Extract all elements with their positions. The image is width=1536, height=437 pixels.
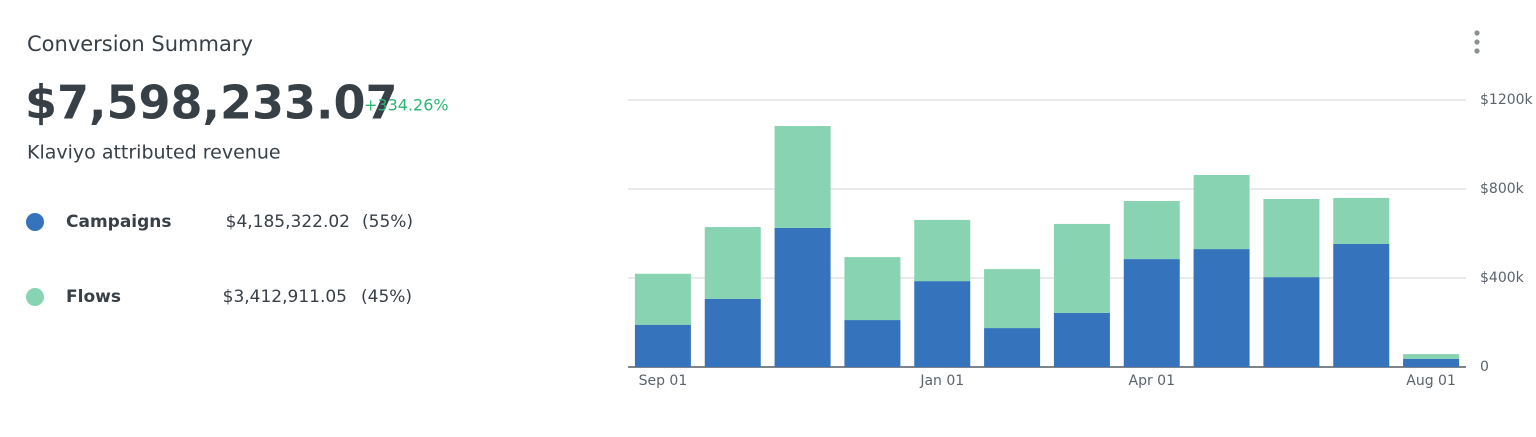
x-tick-label: Jan 01 [919, 373, 964, 389]
change-percent: +334.26% [364, 96, 449, 115]
bar-segment [774, 227, 831, 367]
legend-amount: $4,185,322.02 [226, 212, 350, 232]
x-tick-label: Aug 01 [1406, 373, 1456, 389]
bar-segment [634, 273, 691, 325]
bar-segment [1123, 201, 1180, 260]
bar-segment [704, 227, 761, 299]
bar-segment [1193, 249, 1250, 367]
bar-segment [844, 257, 901, 321]
card-title: Conversion Summary [27, 32, 253, 56]
legend-share: (55%) [362, 212, 413, 232]
bar-segment [1193, 174, 1250, 250]
menu-dot[interactable] [1474, 39, 1480, 45]
legend-share: (45%) [361, 287, 412, 307]
y-tick-label: $800k [1480, 181, 1525, 197]
menu-dot[interactable] [1474, 48, 1480, 54]
bar-segment [844, 320, 901, 367]
bar-segment [1333, 197, 1390, 244]
menu-dot[interactable] [1474, 30, 1480, 36]
bar-segment [1333, 243, 1390, 367]
y-tick-label: $1200k [1480, 92, 1534, 108]
total-revenue: $7,598,233.07 [25, 76, 398, 130]
bar-segment [914, 281, 971, 367]
bar-segment [774, 126, 831, 228]
legend-label: Campaigns [66, 212, 172, 232]
legend-swatch [26, 288, 44, 306]
subtitle: Klaviyo attributed revenue [27, 142, 281, 164]
bar-segment [1403, 354, 1460, 359]
x-tick-label: Sep 01 [639, 373, 688, 389]
y-tick-label: 0 [1480, 359, 1489, 375]
bar-segment [1123, 259, 1180, 367]
bar-segment [1263, 277, 1320, 367]
bar-segment [704, 298, 761, 367]
bar-segment [634, 324, 691, 367]
y-tick-label: $400k [1480, 270, 1525, 286]
bar-segment [1053, 312, 1110, 367]
bar-segment [1403, 358, 1460, 367]
bar-segment [914, 219, 971, 282]
x-tick-label: Apr 01 [1129, 373, 1175, 389]
legend-label: Flows [66, 287, 121, 307]
legend-swatch [26, 213, 44, 231]
bar-segment [984, 328, 1041, 367]
bar-segment [984, 269, 1041, 329]
plot: 0 $400k $800k $1200k Sep 01 Jan 01 Apr 01 Aug 0… [628, 92, 1534, 389]
bar-segment [1263, 199, 1320, 278]
legend-amount: $3,412,911.05 [223, 287, 347, 307]
bar-segment [1053, 223, 1110, 313]
